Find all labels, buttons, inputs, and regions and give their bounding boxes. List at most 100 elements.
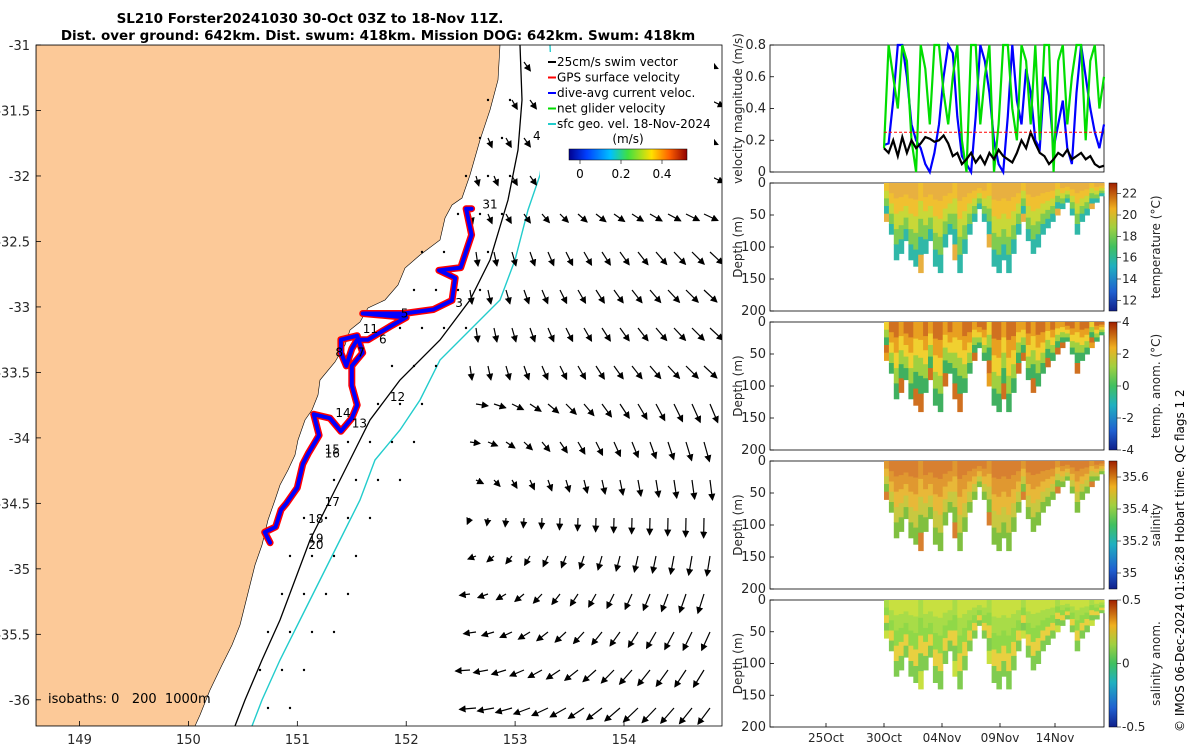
current-arrow (523, 61, 531, 72)
salinity-cell (991, 510, 998, 528)
temp_anomaly-cell (986, 373, 993, 387)
temperature-cell (893, 244, 900, 261)
current-arrow (538, 517, 546, 530)
temperature-cell (1084, 183, 1090, 190)
temp_anomaly-cell (962, 336, 968, 351)
salinity-cell (893, 476, 900, 493)
current-arrow (667, 365, 681, 380)
current-dot (376, 478, 380, 482)
velocity-ytick-label: 0.4 (745, 102, 766, 117)
salinity_anomaly-cell (928, 611, 934, 624)
salinity_anomaly-cell (1069, 619, 1076, 626)
salinity_anomaly-cell (937, 635, 944, 654)
salinity_anomaly-cbar-tick-label: 0 (1122, 657, 1130, 671)
salinity_anomaly-cell (923, 627, 929, 643)
salinity_anomaly-cell (976, 615, 983, 621)
salinity-cell (1079, 484, 1086, 493)
salinity_anomaly-cell (1035, 638, 1042, 652)
temperature-cell (1025, 194, 1032, 207)
velocity-series-swim-speed (883, 128, 1105, 169)
temperature-cell (888, 213, 895, 225)
current-arrow (678, 707, 693, 725)
salinity_anomaly-cell (1079, 630, 1086, 639)
salinity-cell (1006, 532, 1012, 552)
salinity-cell (1099, 463, 1105, 467)
current-arrow (703, 289, 718, 303)
temperature-ytick-label: 50 (749, 208, 766, 223)
current-arrow (523, 441, 534, 451)
salinity-cell (884, 461, 890, 470)
salinity_anomaly-cell (1030, 627, 1037, 643)
temperature-cell (1045, 209, 1051, 220)
temp_anomaly-cell (957, 393, 963, 413)
salinity_anomaly-cell (1089, 610, 1095, 616)
colorbar-tick-label: 0 (576, 167, 584, 181)
temp_anomaly-cell (986, 360, 993, 374)
temperature-cell (981, 198, 988, 207)
salinity-cell (1084, 461, 1090, 468)
map-legend: 25cm/s swim vector GPS surface velocitydi… (540, 52, 714, 212)
salinity-cell (1074, 481, 1081, 493)
temp_anomaly-cell (1094, 337, 1100, 342)
salinity-cell (1089, 476, 1095, 482)
salinity-colorbar (1108, 460, 1118, 590)
salinity-cell (991, 494, 998, 512)
salinity_anomaly-cell (1099, 607, 1105, 611)
temperature-cell (996, 254, 1002, 274)
time-xtick-label: 14Nov (1036, 731, 1075, 745)
salinity_anomaly-cell (1050, 615, 1056, 624)
salinity_anomaly-cell (947, 600, 954, 611)
salinity-cell (1016, 502, 1022, 513)
temp_anomaly-cell (893, 322, 900, 338)
temp_anomaly-cell (1011, 322, 1017, 337)
salinity-cell (1040, 502, 1046, 513)
current-arrow (595, 365, 605, 380)
salinity_anomaly-cell (1060, 610, 1066, 616)
temp_anomaly-cell (1089, 322, 1095, 328)
temperature-cell (932, 183, 939, 201)
temp_anomaly-cell (1074, 352, 1081, 364)
salinity-cell (991, 477, 998, 495)
land-mass (36, 45, 501, 726)
current-arrow (613, 213, 626, 223)
current-arrow (473, 327, 481, 343)
temperature-cell (1045, 218, 1051, 229)
salinity-cbar-tick-label: 35.2 (1122, 534, 1149, 548)
salinity_anomaly-cell (888, 610, 895, 621)
current-arrow (475, 401, 489, 409)
salinity-cell (1050, 491, 1056, 500)
temperature-cell (1050, 198, 1056, 207)
temperature-cell (976, 193, 983, 199)
current-arrow (542, 555, 549, 568)
salinity_anomaly-cell (903, 600, 910, 612)
current-arrow (667, 213, 682, 222)
temp_anomaly-cell (1016, 342, 1022, 354)
salinity-cell (1055, 486, 1061, 494)
salinity-cell (976, 466, 983, 472)
temp_anomaly-cell (1011, 378, 1017, 393)
temperature-cell (1006, 236, 1012, 256)
current-arrow (709, 327, 722, 341)
temp_anomaly-cell (1011, 364, 1017, 379)
legend-label: sfc geo. vel. 18-Nov-2024 (557, 117, 711, 131)
salinity-cell (928, 507, 934, 520)
salinity_anomaly-cell (1030, 614, 1037, 629)
current-arrow (708, 479, 716, 501)
salinity-cell (1025, 495, 1032, 508)
temperature-cell (1084, 195, 1090, 203)
temperature-cell (972, 190, 978, 199)
salinity_anomaly-cell (1011, 614, 1017, 629)
salinity_anomaly-cell (1084, 606, 1090, 614)
salinity_anomaly-cell (1011, 600, 1017, 615)
temperature-cell (1040, 203, 1046, 215)
current-arrow (499, 631, 513, 639)
current-arrow (559, 289, 568, 305)
current-dot (478, 288, 482, 292)
salinity-cell (923, 461, 929, 476)
salinity-cell (1064, 461, 1071, 466)
current-dot (420, 250, 424, 254)
current-arrow (486, 137, 493, 149)
temperature-cell (903, 229, 910, 242)
salinity_anomaly-cell (1016, 610, 1022, 621)
salinity_anomaly-cell (918, 653, 924, 672)
